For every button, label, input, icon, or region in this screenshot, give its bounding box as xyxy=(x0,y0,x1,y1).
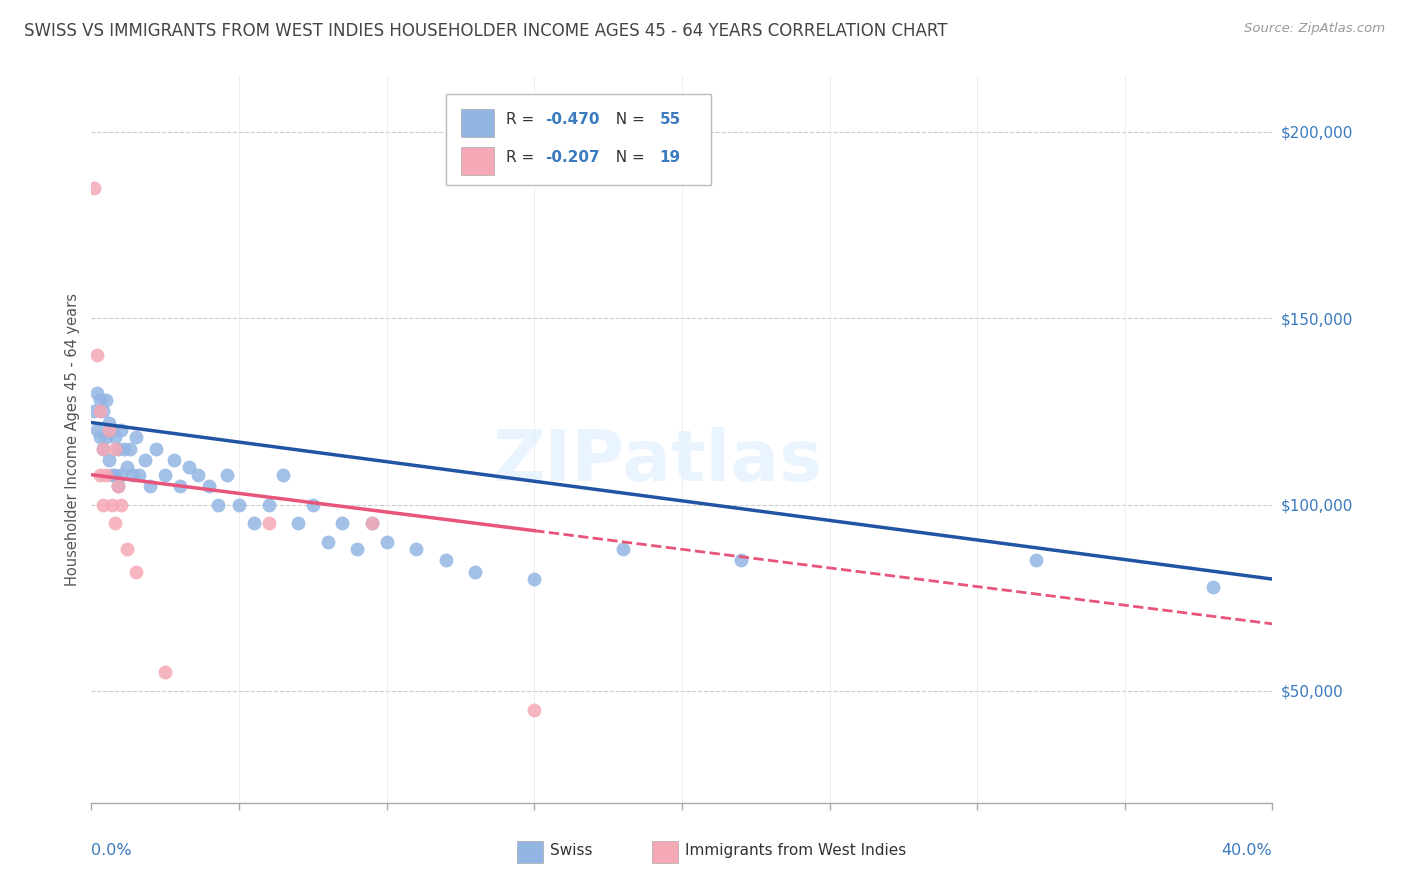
Point xyxy=(145,442,167,456)
Point xyxy=(91,404,114,418)
Point xyxy=(360,516,382,531)
Point xyxy=(375,534,398,549)
Point xyxy=(101,498,124,512)
Point xyxy=(198,479,221,493)
Point xyxy=(107,479,129,493)
Point xyxy=(217,467,239,482)
Point xyxy=(98,452,121,467)
Text: R =: R = xyxy=(506,150,538,165)
Point xyxy=(89,404,111,418)
Point xyxy=(730,553,752,567)
Point xyxy=(346,542,368,557)
Point xyxy=(153,665,177,680)
Point xyxy=(101,423,124,437)
FancyBboxPatch shape xyxy=(446,94,711,185)
Point xyxy=(118,442,141,456)
Text: SWISS VS IMMIGRANTS FROM WEST INDIES HOUSEHOLDER INCOME AGES 45 - 64 YEARS CORRE: SWISS VS IMMIGRANTS FROM WEST INDIES HOU… xyxy=(24,22,948,40)
Text: 0.0%: 0.0% xyxy=(91,843,132,858)
Point xyxy=(360,516,382,531)
Text: 55: 55 xyxy=(659,112,681,127)
Point xyxy=(91,498,114,512)
Point xyxy=(115,460,138,475)
Point xyxy=(98,423,121,437)
Point xyxy=(112,442,135,456)
Point xyxy=(91,442,114,456)
Point xyxy=(89,467,111,482)
Text: 40.0%: 40.0% xyxy=(1222,843,1272,858)
Point xyxy=(464,565,486,579)
Point xyxy=(83,180,105,194)
Text: Immigrants from West Indies: Immigrants from West Indies xyxy=(686,843,907,857)
Point xyxy=(287,516,309,531)
Point xyxy=(110,423,132,437)
Point xyxy=(104,430,127,444)
Point xyxy=(86,423,108,437)
Point xyxy=(228,498,250,512)
Point xyxy=(86,385,108,400)
Point xyxy=(107,479,129,493)
Point xyxy=(187,467,209,482)
Point xyxy=(332,516,354,531)
Point xyxy=(612,542,634,557)
Point xyxy=(91,442,114,456)
Point xyxy=(177,460,200,475)
Point xyxy=(110,467,132,482)
Text: 19: 19 xyxy=(659,150,681,165)
FancyBboxPatch shape xyxy=(652,841,678,863)
Point xyxy=(124,565,148,579)
Text: ZIPatlas: ZIPatlas xyxy=(494,426,824,496)
FancyBboxPatch shape xyxy=(461,109,494,136)
Point xyxy=(243,516,266,531)
Point xyxy=(316,534,339,549)
Point xyxy=(207,498,229,512)
Point xyxy=(523,703,546,717)
Point xyxy=(101,467,124,482)
Point xyxy=(96,393,118,408)
Point xyxy=(89,393,111,408)
Point xyxy=(1202,580,1225,594)
Y-axis label: Householder Income Ages 45 - 64 years: Householder Income Ages 45 - 64 years xyxy=(65,293,80,586)
Point xyxy=(405,542,427,557)
Text: Source: ZipAtlas.com: Source: ZipAtlas.com xyxy=(1244,22,1385,36)
Point xyxy=(523,572,546,586)
Point xyxy=(121,467,143,482)
Point xyxy=(98,416,121,430)
FancyBboxPatch shape xyxy=(516,841,543,863)
Point xyxy=(301,498,323,512)
Point xyxy=(134,452,156,467)
Point xyxy=(89,430,111,444)
Point xyxy=(273,467,295,482)
FancyBboxPatch shape xyxy=(461,147,494,175)
Point xyxy=(434,553,457,567)
Point xyxy=(128,467,150,482)
Point xyxy=(86,348,108,362)
Text: N =: N = xyxy=(606,112,650,127)
Point xyxy=(163,452,186,467)
Point xyxy=(139,479,162,493)
Point xyxy=(153,467,177,482)
Point xyxy=(1025,553,1047,567)
Point xyxy=(83,404,105,418)
Point xyxy=(96,467,118,482)
Point xyxy=(124,430,148,444)
Point xyxy=(96,430,118,444)
Point xyxy=(107,442,129,456)
Point xyxy=(110,498,132,512)
Point xyxy=(104,467,127,482)
Text: -0.207: -0.207 xyxy=(546,150,599,165)
Text: Swiss: Swiss xyxy=(550,843,592,857)
Point xyxy=(257,498,280,512)
Point xyxy=(169,479,191,493)
Text: N =: N = xyxy=(606,150,650,165)
Point xyxy=(104,516,127,531)
Text: R =: R = xyxy=(506,112,538,127)
Point xyxy=(257,516,280,531)
Point xyxy=(104,442,127,456)
Text: -0.470: -0.470 xyxy=(546,112,599,127)
Point xyxy=(115,542,138,557)
